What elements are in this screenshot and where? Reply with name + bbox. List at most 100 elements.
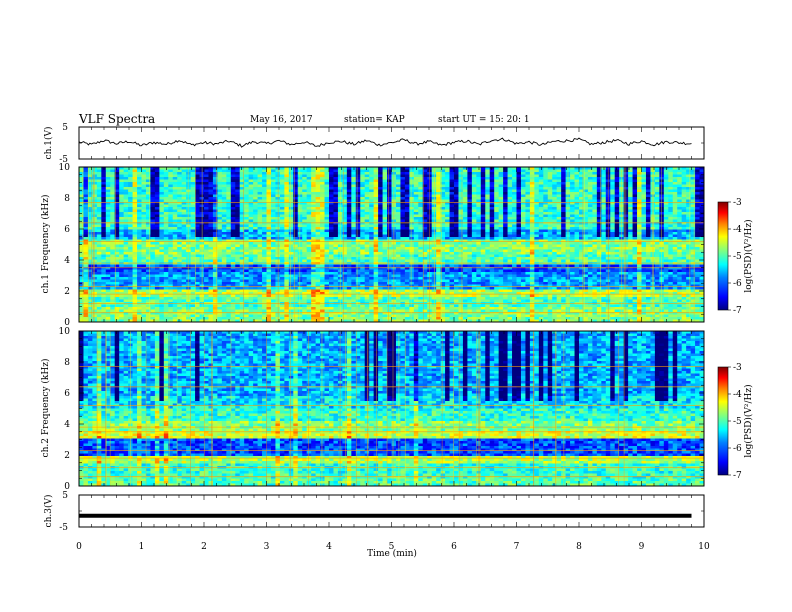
spectrogram-cell xyxy=(525,252,531,256)
spectrogram-cell xyxy=(561,232,567,236)
spectrogram-cell xyxy=(373,249,379,253)
spectrogram-cell xyxy=(378,167,384,171)
spectrogram-cell xyxy=(471,204,477,208)
spectrogram-cell xyxy=(132,197,138,201)
spectrogram-cell xyxy=(645,219,652,223)
spectrogram-cell xyxy=(297,227,303,231)
spectrogram-cell xyxy=(512,244,518,248)
spectrogram-cell xyxy=(623,237,629,241)
spectrogram-cell xyxy=(110,199,116,203)
spectrogram-cell xyxy=(324,252,330,256)
spectrogram-cell xyxy=(369,172,375,176)
spectrogram-cell xyxy=(105,182,111,186)
spectrogram-cell xyxy=(404,227,410,231)
spectrogram-cell xyxy=(83,182,89,186)
spectrogram-cell xyxy=(230,214,236,218)
spectrogram-cell xyxy=(418,247,424,251)
spectrogram-cell xyxy=(96,197,102,201)
spectrogram-cell xyxy=(489,167,495,171)
spectrogram-cell xyxy=(395,252,402,256)
spectrogram-cell xyxy=(654,192,660,196)
spectrogram-cell xyxy=(498,242,504,246)
spectrogram-cell xyxy=(525,224,531,228)
spectrogram-cell xyxy=(476,179,482,183)
spectrogram-cell xyxy=(373,214,379,218)
spectrogram-cell xyxy=(378,252,384,256)
spectrogram-cell xyxy=(654,184,660,188)
spectrogram-cell xyxy=(476,194,482,198)
spectrogram-cell xyxy=(360,169,366,173)
spectrogram-cell xyxy=(369,169,375,173)
spectrogram-cell xyxy=(204,242,210,246)
spectrogram-cell xyxy=(538,184,544,188)
spectrogram-cell xyxy=(632,197,638,201)
spectrogram-cell xyxy=(561,179,567,183)
spectrogram-cell xyxy=(454,202,460,206)
spectrogram-cell xyxy=(471,177,477,181)
spectrogram-cell xyxy=(413,184,419,188)
spectrogram-cell xyxy=(190,197,196,201)
spectrogram-cell xyxy=(525,172,531,176)
spectrogram-cell xyxy=(110,232,116,236)
spectrogram-cell xyxy=(226,219,232,223)
spectrogram-cell xyxy=(119,187,125,191)
spectrogram-cell xyxy=(172,174,178,178)
spectrogram-cell xyxy=(400,189,406,193)
spectrogram-cell xyxy=(87,249,93,253)
spectrogram-cell xyxy=(587,214,593,218)
spectrogram-cell xyxy=(132,229,138,233)
spectrogram-cell xyxy=(520,177,527,181)
spectrogram-cell xyxy=(163,242,169,246)
spectrogram-cell xyxy=(534,234,540,238)
spectrogram-cell xyxy=(561,237,567,241)
spectrogram-cell xyxy=(217,252,223,256)
spectrogram-cell xyxy=(382,187,388,191)
spectrogram-cell xyxy=(320,167,326,171)
spectrogram-cell xyxy=(543,227,549,231)
spectrogram-cell xyxy=(351,184,357,188)
spectrogram-cell xyxy=(637,229,643,233)
spectrogram-cell xyxy=(302,247,308,251)
spectrogram-cell xyxy=(342,172,348,176)
spectrogram-cell xyxy=(570,182,576,186)
spectrogram-cell xyxy=(663,242,669,246)
spectrogram-cell xyxy=(628,184,634,188)
spectrogram-cell xyxy=(445,207,451,211)
spectrogram-cell xyxy=(418,174,424,178)
spectrogram-cell xyxy=(637,187,643,191)
spectrogram-cell xyxy=(485,197,491,201)
spectrogram-cell xyxy=(663,219,669,223)
spectrogram-cell xyxy=(480,224,486,228)
spectrogram-cell xyxy=(128,247,134,251)
spectrogram-cell xyxy=(637,202,643,206)
spectrogram-cell xyxy=(324,247,330,251)
spectrogram-cell xyxy=(659,204,665,208)
spectrogram-cell xyxy=(369,207,375,211)
spectrogram-cell xyxy=(284,222,290,226)
spectrogram-cell xyxy=(217,247,223,251)
spectrogram-cell xyxy=(293,242,299,246)
spectrogram-cell xyxy=(315,189,321,193)
spectrogram-cell xyxy=(110,192,116,196)
spectrogram-cell xyxy=(387,207,393,211)
spectrogram-cell xyxy=(614,179,620,183)
spectrogram-cell xyxy=(418,192,424,196)
spectrogram-cell xyxy=(579,187,585,191)
spectrogram-cell xyxy=(369,249,375,253)
spectrogram-cell xyxy=(382,182,388,186)
spectrogram-cell xyxy=(163,237,169,241)
spectrogram-cell xyxy=(128,244,134,248)
spectrogram-cell xyxy=(239,177,245,181)
spectrogram-cell xyxy=(641,214,647,218)
spectrogram-cell xyxy=(516,247,522,251)
spectrogram-cell xyxy=(614,184,620,188)
spectrogram-cell xyxy=(302,244,308,248)
spectrogram-cell xyxy=(177,182,183,186)
spectrogram-cell xyxy=(503,219,509,223)
spectrogram-cell xyxy=(592,249,598,253)
spectrogram-cell xyxy=(516,194,522,198)
spectrogram-cell xyxy=(454,219,460,223)
spectrogram-cell xyxy=(297,172,303,176)
spectrogram-cell xyxy=(96,222,102,226)
spectrogram-cell xyxy=(668,229,674,233)
